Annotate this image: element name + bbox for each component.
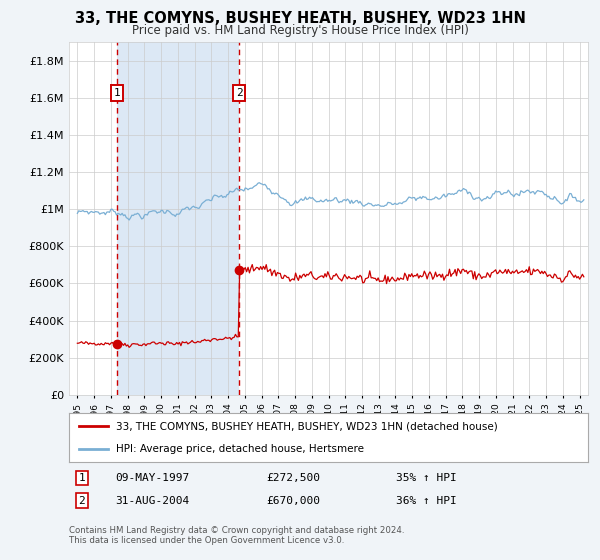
Text: HPI: Average price, detached house, Hertsmere: HPI: Average price, detached house, Hert… bbox=[116, 444, 364, 454]
Text: 35% ↑ HPI: 35% ↑ HPI bbox=[396, 473, 457, 483]
Text: £272,500: £272,500 bbox=[266, 473, 320, 483]
Bar bbox=[117, 42, 239, 395]
Text: £670,000: £670,000 bbox=[266, 496, 320, 506]
Text: This data is licensed under the Open Government Licence v3.0.: This data is licensed under the Open Gov… bbox=[69, 536, 344, 545]
Text: 33, THE COMYNS, BUSHEY HEATH, BUSHEY, WD23 1HN: 33, THE COMYNS, BUSHEY HEATH, BUSHEY, WD… bbox=[74, 11, 526, 26]
Text: Price paid vs. HM Land Registry's House Price Index (HPI): Price paid vs. HM Land Registry's House … bbox=[131, 24, 469, 36]
Text: 33, THE COMYNS, BUSHEY HEATH, BUSHEY, WD23 1HN (detached house): 33, THE COMYNS, BUSHEY HEATH, BUSHEY, WD… bbox=[116, 421, 497, 431]
Text: 2: 2 bbox=[236, 88, 242, 98]
Text: 1: 1 bbox=[79, 473, 85, 483]
Text: 09-MAY-1997: 09-MAY-1997 bbox=[116, 473, 190, 483]
Text: Contains HM Land Registry data © Crown copyright and database right 2024.: Contains HM Land Registry data © Crown c… bbox=[69, 526, 404, 535]
Text: 36% ↑ HPI: 36% ↑ HPI bbox=[396, 496, 457, 506]
Text: 1: 1 bbox=[113, 88, 120, 98]
Text: 31-AUG-2004: 31-AUG-2004 bbox=[116, 496, 190, 506]
Text: 2: 2 bbox=[79, 496, 85, 506]
